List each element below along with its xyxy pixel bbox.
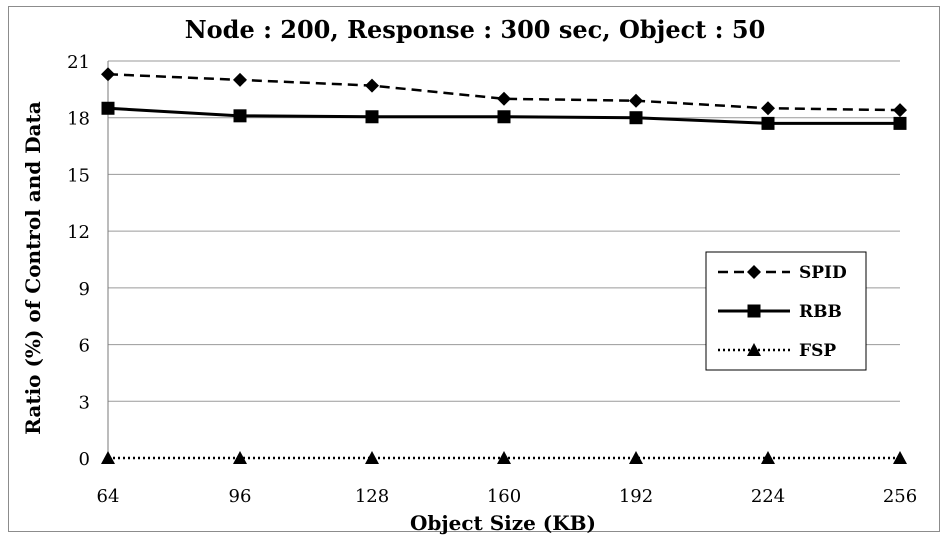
data-point-fsp [497,451,511,464]
data-point-fsp [893,451,907,464]
series-layer [101,67,907,464]
y-tick-label: 12 [67,222,90,243]
legend-marker-spid [747,265,761,279]
data-point-rbb [233,109,247,123]
data-point-spid [893,103,907,118]
data-point-rbb [629,111,643,125]
y-axis-label: Ratio (%) of Control and Data [21,101,45,434]
data-point-spid [761,101,775,116]
data-point-spid [365,78,379,93]
data-point-spid [497,91,511,106]
legend-marker-rbb [747,304,761,318]
y-tick-labels: 0 3 6 9 12 15 18 21 [67,52,90,470]
y-tick-label: 6 [79,336,90,357]
x-axis-label: Object Size (KB) [410,511,596,535]
data-point-spid [629,93,643,108]
y-tick-label: 3 [79,392,90,413]
data-point-rbb [101,101,115,115]
legend: SPID RBB FSP [705,251,867,371]
data-point-fsp [101,451,115,464]
data-point-fsp [365,451,379,464]
chart-title: Node : 200, Response : 300 sec, Object :… [185,15,766,44]
x-tick-label: 256 [883,486,917,507]
data-point-rbb [761,116,775,130]
x-tick-label: 96 [229,486,252,507]
y-tick-label: 15 [67,165,90,186]
data-point-rbb [497,110,511,124]
data-point-spid [233,72,247,87]
y-tick-label: 21 [67,52,90,73]
legend-label-spid: SPID [799,263,847,283]
x-tick-labels: 64 96 128 160 192 224 256 [97,486,918,507]
x-tick-label: 64 [97,486,120,507]
x-tick-label: 160 [487,486,521,507]
y-tick-label: 9 [79,279,90,300]
x-tick-label: 128 [355,486,389,507]
data-point-fsp [629,451,643,464]
data-point-fsp [233,451,247,464]
data-point-fsp [761,451,775,464]
data-point-rbb [365,110,379,124]
legend-marker-fsp [747,343,761,356]
legend-label-rbb: RBB [799,302,842,322]
data-point-spid [101,67,115,82]
y-tick-label: 0 [79,449,90,470]
x-tick-label: 192 [619,486,653,507]
data-point-rbb [893,116,907,130]
legend-label-fsp: FSP [799,341,836,361]
y-tick-label: 18 [67,109,90,130]
x-tick-label: 224 [751,486,785,507]
